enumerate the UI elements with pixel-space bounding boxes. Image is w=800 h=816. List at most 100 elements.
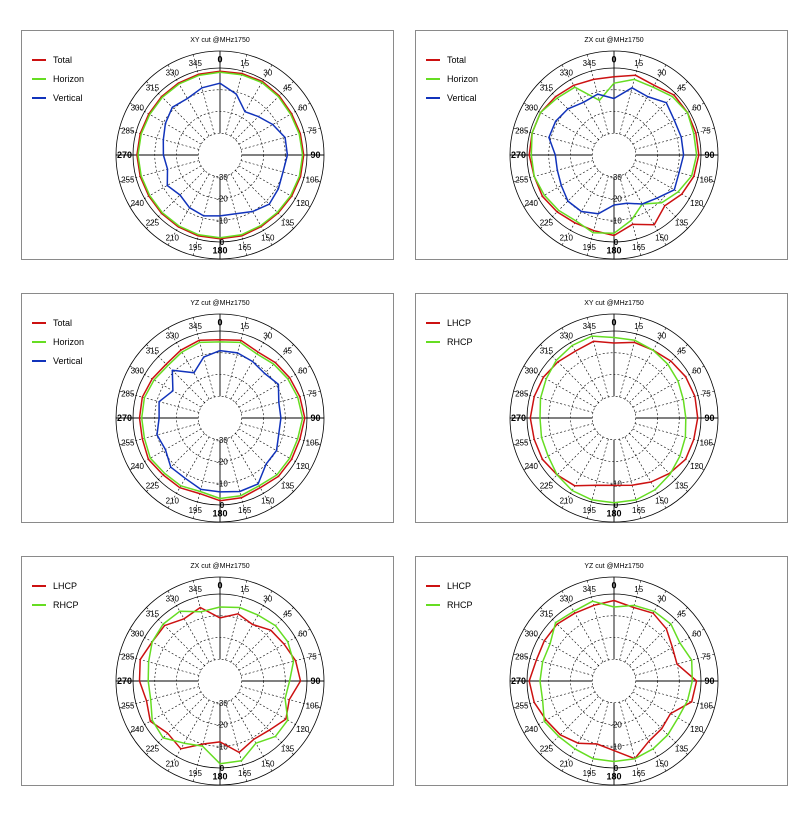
data-point [278,433,280,435]
data-point [613,760,615,763]
grid-spoke [513,160,594,183]
angle-label: 120 [690,725,704,734]
data-point [178,83,180,85]
data-point [219,497,221,500]
ring-label: -10 [216,479,228,488]
grid-spoke [146,433,205,492]
data-point [255,742,257,744]
chart-panel-zx-cut: ZX cut @MHz1750 0 15 30 45 60 75 90 105 120 135 150… [415,30,788,260]
angle-label: 45 [677,83,686,92]
angle-label: 210 [560,234,574,243]
data-point [257,483,259,485]
data-point [556,623,558,625]
grid-spoke [230,436,273,509]
grid-spoke [192,701,215,782]
angle-label: 300 [525,366,539,375]
angle-label: 15 [240,585,249,594]
data-point [197,73,199,75]
legend-label: Vertical [447,93,477,103]
grid-spoke [619,54,642,135]
data-point [680,136,682,138]
angle-label: 225 [540,219,554,228]
data-point [237,613,239,615]
data-point [669,713,672,715]
data-point [302,417,304,419]
data-point [138,680,141,682]
grid-ring [591,132,637,178]
data-point [535,659,537,661]
data-point [219,763,221,765]
data-point [235,213,237,215]
data-point [298,133,300,135]
ring-label: 0 [220,764,225,773]
data-point [280,417,282,419]
angle-label: 240 [131,725,145,734]
data-point [162,474,164,476]
data-point [632,223,634,225]
data-point [673,189,675,191]
data-point [257,116,259,118]
angle-label: 300 [131,629,145,638]
data-point [167,732,169,734]
data-point [286,154,288,156]
angle-label: 270 [511,413,526,423]
data-point [219,350,221,352]
data-point [693,438,695,440]
ring-label: -20 [216,721,228,730]
data-point [591,335,593,337]
data-point [260,225,262,227]
data-point [696,680,698,682]
data-point [613,750,615,752]
data-point [158,417,160,419]
grid-spoke [513,423,594,446]
angle-label: 180 [606,772,621,782]
angle-label: 75 [308,389,317,398]
grid-spoke [586,175,609,256]
angle-label: 120 [690,462,704,471]
angle-label: 195 [583,243,597,252]
grid-ring [197,132,243,178]
data-point [573,84,575,86]
data-point [613,97,615,100]
data-point [682,398,684,400]
polar-chart: XY cut @MHz1750 0 15 30 45 60 75 90 105 120 135 150… [426,300,719,523]
data-point [545,719,547,721]
data-point [696,154,698,156]
grid-spoke [561,327,604,400]
angle-label: 15 [240,59,249,68]
ring-label: -30 [216,173,228,182]
data-point [161,212,163,214]
data-point [679,455,681,457]
data-point [303,154,305,156]
angle-label: 30 [263,331,272,340]
grid-spoke [235,607,294,666]
data-point [685,417,687,419]
angle-label: 285 [121,389,135,398]
polar-chart: ZX cut @MHz1750 0 15 30 45 60 75 90 105 120 135 150… [32,563,325,786]
angle-label: 105 [700,702,714,711]
data-point [166,184,168,187]
data-point [143,397,145,399]
angle-label: 225 [540,745,554,754]
data-point [613,336,615,339]
grid-spoke [619,175,642,256]
data-point [542,376,544,378]
polar-chart: YZ cut @MHz1750 0 15 30 45 60 75 90 105 120 135 150… [426,563,719,786]
angle-label: 165 [632,506,646,515]
chart-panel-zx-cut-cp: ZX cut @MHz1750 0 15 30 45 60 75 90 105 120 135 150… [21,556,394,786]
data-point [277,383,279,385]
data-point [183,742,185,744]
data-point [180,349,182,351]
data-point [145,700,148,702]
grid-spoke [624,590,667,663]
data-point [556,474,558,476]
angle-label: 60 [298,103,307,112]
data-point [277,475,279,477]
data-point [259,487,261,489]
data-point [277,96,279,98]
grid-spoke [238,691,311,734]
grid-spoke [230,590,273,663]
angle-label: 345 [189,322,203,331]
angle-label: 195 [583,769,597,778]
data-point [592,758,594,760]
